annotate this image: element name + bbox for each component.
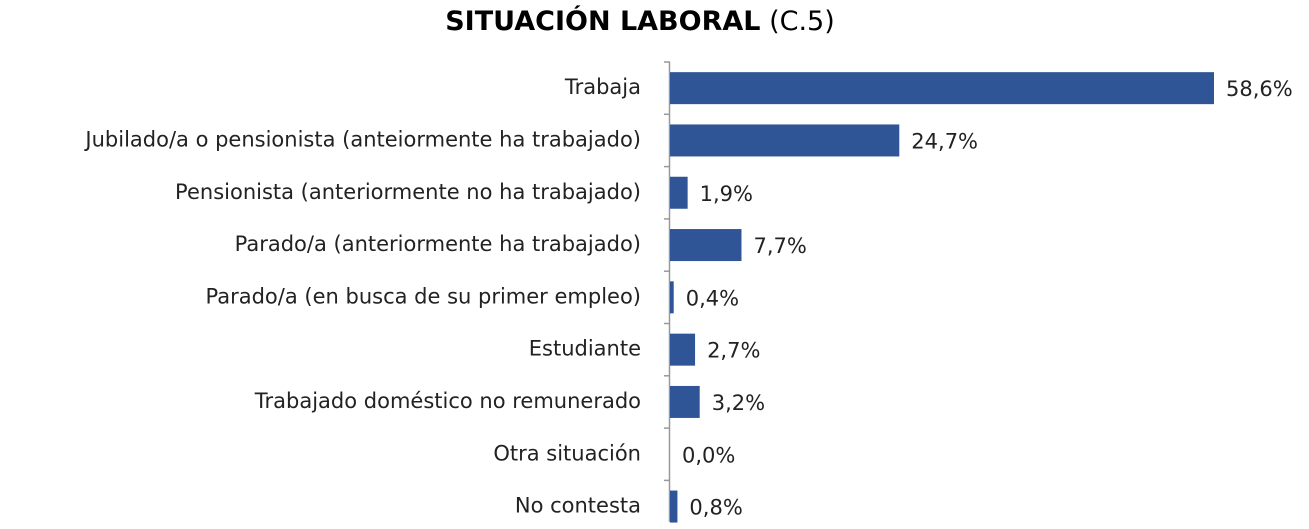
y-tick-label: Trabajado doméstico no remunerado [254,389,641,413]
bar [670,333,696,366]
y-tick-label: No contesta [515,494,641,518]
data-label: 0,8% [689,496,742,520]
bar [670,385,700,418]
y-tick-label: Jubilado/a o pensionista (anteiormente h… [83,127,641,151]
data-label: 2,7% [707,339,760,363]
bar [670,281,674,314]
data-label: 7,7% [753,234,806,258]
y-tick-label: Parado/a (en busca de su primer empleo) [206,284,642,308]
data-label: 3,2% [712,391,765,415]
y-tick-label: Parado/a (anteriormente ha trabajado) [235,232,641,256]
bar [670,490,678,523]
y-tick-label: Estudiante [529,337,641,361]
title-note: (C.5) [769,6,835,37]
bar [670,176,688,209]
data-label: 24,7% [911,129,978,153]
data-label: 58,6% [1226,77,1293,101]
bar [670,229,742,262]
chart-title: SITUACIÓN LABORAL (C.5) [445,5,835,37]
bar [670,72,1214,105]
data-label: 0,0% [682,443,735,467]
data-label: 1,9% [700,182,753,206]
y-tick-label: Otra situación [493,441,641,465]
bar [670,124,900,157]
y-tick-label: Trabaja [564,75,641,99]
data-label: 0,4% [686,286,739,310]
y-tick-label: Pensionista (anteriormente no ha trabaja… [175,180,641,204]
title-main: SITUACIÓN LABORAL [445,5,760,37]
